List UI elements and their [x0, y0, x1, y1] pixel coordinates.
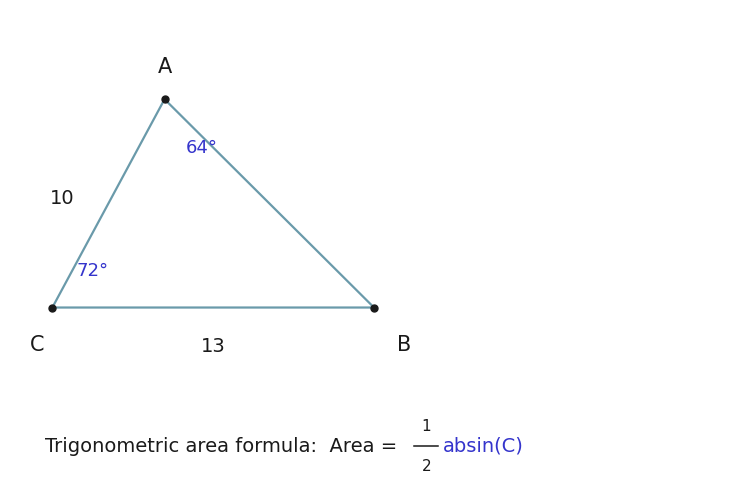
Text: B: B: [396, 335, 411, 355]
Text: C: C: [30, 335, 45, 355]
Text: absin(C): absin(C): [443, 437, 524, 456]
Text: A: A: [157, 57, 172, 77]
Text: 10: 10: [50, 189, 75, 208]
Text: 64°: 64°: [186, 139, 218, 157]
Text: Trigonometric area formula:  Area =: Trigonometric area formula: Area =: [45, 437, 403, 456]
Text: 72°: 72°: [76, 262, 108, 280]
Text: 1: 1: [422, 419, 431, 434]
Text: 13: 13: [200, 337, 226, 356]
Text: 2: 2: [422, 459, 431, 474]
